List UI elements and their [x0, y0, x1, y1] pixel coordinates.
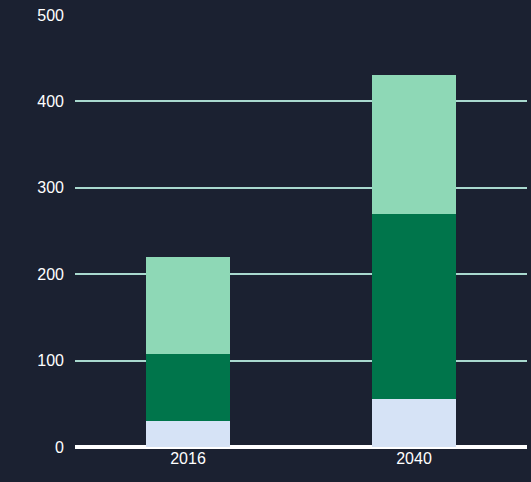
svg-text:300: 300: [37, 179, 64, 196]
svg-text:200: 200: [37, 266, 64, 283]
svg-text:100: 100: [37, 352, 64, 369]
svg-text:2016: 2016: [170, 450, 206, 467]
svg-text:2040: 2040: [396, 450, 432, 467]
svg-text:500: 500: [37, 7, 64, 24]
svg-text:400: 400: [37, 93, 64, 110]
svg-text:0: 0: [55, 439, 64, 456]
